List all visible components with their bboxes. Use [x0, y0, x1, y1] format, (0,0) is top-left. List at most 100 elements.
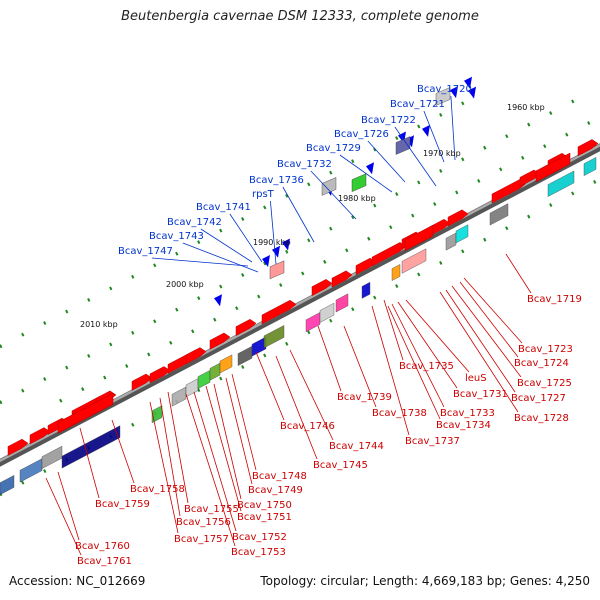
guide-dash: [235, 306, 239, 311]
guide-dash: [175, 251, 179, 256]
guide-dash: [153, 319, 157, 324]
reverse-gene-arrow: [366, 162, 374, 175]
guide-dash: [65, 309, 69, 314]
gene-label-reverse: Bcav_1732: [277, 159, 332, 170]
feature-box: [489, 203, 509, 226]
guide-dash: [197, 388, 201, 393]
guide-dash: [257, 294, 261, 299]
leader-line: [371, 305, 410, 436]
guide-dash: [285, 193, 289, 198]
guide-dash: [345, 248, 349, 253]
forward-gene-arrow: [149, 366, 171, 384]
leader-line: [275, 355, 318, 460]
guide-dash: [21, 332, 25, 337]
gene-label-forward: Bcav_1727: [511, 393, 566, 404]
guide-dash: [367, 236, 371, 241]
guide-dash: [191, 329, 195, 334]
guide-dash: [65, 365, 69, 370]
guide-dash: [461, 101, 465, 106]
reverse-gene-arrow: [450, 86, 458, 99]
leader-line: [459, 281, 519, 358]
guide-dash: [527, 214, 531, 219]
guide-dash: [307, 238, 311, 243]
guide-dash: [395, 192, 399, 196]
leader-line: [45, 477, 82, 556]
forward-gene-arrow: [491, 179, 527, 204]
guide-dash: [219, 284, 223, 289]
leader-line: [463, 277, 523, 344]
leader-line: [391, 303, 445, 408]
guide-dash: [131, 274, 135, 279]
guide-dash: [219, 228, 223, 233]
gene-label-forward: Bcav_1737: [405, 436, 460, 447]
guide-dash: [285, 341, 289, 346]
gene-label-forward: Bcav_1757: [174, 534, 229, 545]
guide-dash: [527, 122, 531, 127]
feature-box: [335, 293, 349, 313]
guide-dash: [125, 364, 129, 368]
guide-dash: [521, 155, 525, 160]
reverse-gene-arrow: [282, 238, 290, 251]
guide-dash: [219, 376, 223, 381]
forward-gene-arrow: [311, 279, 333, 297]
guide-dash: [131, 330, 135, 335]
kbp-tick-label: 2010 kbp: [80, 320, 118, 329]
kbp-tick-labels: 1960 kbp 1970 kbp 1980 kbp 1990 kbp 2000 kbp…: [80, 103, 545, 329]
genome-title: Beutenbergia cavernae DSM 12333, complet…: [121, 9, 479, 24]
forward-gene-block: [535, 152, 571, 183]
guide-dash: [263, 261, 267, 266]
guide-dash: [109, 342, 113, 347]
gene-label-forward: Bcav_1761: [77, 556, 132, 567]
guide-dash: [241, 365, 245, 369]
guide-dash: [461, 157, 465, 162]
guide-dash: [329, 170, 333, 175]
reverse-gene-arrow: [214, 294, 222, 307]
forward-gene-block: [404, 224, 434, 252]
leader-line: [225, 377, 253, 485]
guide-dash: [59, 398, 63, 403]
forward-gene-arrow: [29, 427, 51, 445]
guide-dash: [483, 145, 487, 150]
guide-dash: [411, 213, 415, 218]
leader-line: [387, 305, 441, 420]
reverse-feature-box: [351, 173, 367, 192]
guide-dash: [241, 217, 245, 221]
accession-text: Accession: NC_012669: [9, 574, 146, 588]
gene-label-forward: Bcav_1733: [440, 408, 495, 419]
guide-dash: [373, 295, 377, 300]
kbp-tick-label: 2000 kbp: [166, 280, 204, 289]
guide-dash: [417, 124, 421, 129]
guide-dash: [505, 226, 509, 231]
gene-label-forward: Bcav_1728: [514, 413, 569, 424]
feature-box: [185, 378, 199, 398]
leader-line: [111, 419, 135, 484]
gene-label-reverse: Bcav_1722: [361, 115, 416, 126]
guide-dash: [103, 375, 107, 380]
gene-label-forward: Bcav_1752: [232, 532, 287, 543]
feature-box: [209, 362, 221, 381]
guide-dash: [593, 179, 597, 184]
reverse-gene-arrow: [468, 86, 476, 99]
gene-features: [0, 76, 599, 495]
leader-line: [451, 285, 522, 378]
guide-dash: [395, 284, 399, 288]
guide-dash: [109, 286, 113, 291]
feature-box: [19, 458, 43, 483]
guide-dash: [439, 112, 443, 117]
leader-line: [450, 95, 456, 161]
kbp-tick-label: 1980 kbp: [338, 194, 376, 203]
leader-line: [255, 351, 285, 421]
guide-dash: [439, 168, 443, 173]
feature-box: [391, 264, 401, 281]
reverse-gene-arrow: [272, 245, 280, 258]
forward-gene-arrow: [331, 270, 353, 288]
guide-dash: [87, 354, 91, 358]
guide-dash: [329, 226, 333, 231]
gene-label-forward: leuS: [465, 373, 487, 384]
leader-line: [505, 253, 532, 294]
guide-dash: [389, 225, 393, 230]
leader-line: [343, 325, 377, 408]
feature-box: [583, 157, 597, 177]
leader-line: [367, 140, 406, 183]
